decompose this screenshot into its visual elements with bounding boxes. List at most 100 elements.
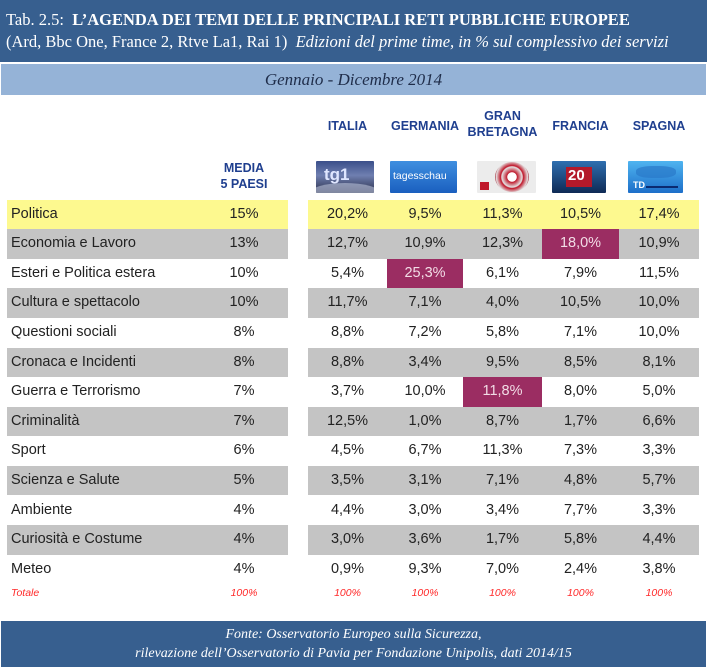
- topic-label: Ambiente: [11, 501, 73, 518]
- table-row: Politica 15% 20,2% 9,5% 11,3% 10,5% 17,4%: [0, 199, 707, 230]
- country-value: 0,9%: [330, 560, 365, 577]
- row-bg-left: [7, 525, 288, 555]
- country-value: 8,8%: [330, 353, 365, 370]
- table-ref: Tab. 2.5:: [6, 10, 64, 29]
- subtitle-text: Edizioni del prime time, in % sul comple…: [295, 32, 669, 51]
- country-value: 12,5%: [326, 412, 369, 429]
- country-value: 10,0%: [638, 294, 680, 311]
- media-value: 13%: [229, 235, 259, 252]
- country-value: 5,8%: [563, 531, 598, 548]
- telediario-logo-text: TD: [633, 180, 645, 190]
- france2-20h-logo: 20: [552, 161, 606, 193]
- media-value: 10%: [229, 264, 259, 281]
- topic-label: Scienza e Salute: [11, 471, 120, 488]
- media-value: 10%: [229, 294, 259, 311]
- country-value: 7,0%: [485, 560, 520, 577]
- media-value: 15%: [229, 205, 259, 222]
- title-band: Tab. 2.5: L’AGENDA DEI TEMI DELLE PRINCI…: [0, 0, 707, 62]
- country-value: 4,0%: [485, 294, 520, 311]
- total-media: 100%: [230, 587, 258, 599]
- telediario-bar: [646, 186, 678, 188]
- country-value: 10,9%: [638, 235, 680, 252]
- topic-label: Economia e Lavoro: [11, 235, 136, 252]
- bbc-badge-icon: [480, 182, 489, 190]
- country-value: 1,7%: [485, 531, 520, 548]
- table-row: Sport 6% 4,5% 6,7% 11,3% 7,3% 3,3%: [0, 436, 707, 466]
- country-value: 9,3%: [408, 560, 442, 577]
- total-label: Totale: [11, 587, 40, 599]
- country-value: 3,6%: [408, 531, 442, 548]
- row-bg-left: [7, 347, 288, 378]
- header-spagna: SPAGNA: [619, 118, 699, 134]
- country-value: 2,4%: [563, 560, 598, 577]
- country-value: 6,1%: [485, 264, 520, 281]
- country-value: 7,1%: [408, 294, 442, 311]
- country-value: 11,7%: [327, 294, 368, 311]
- row-bg-right: [308, 229, 699, 259]
- country-value: 25,3%: [387, 258, 463, 289]
- country-value: 17,4%: [638, 205, 680, 222]
- table-row: Criminalità 7% 12,5% 1,0% 8,7% 1,7% 6,6%: [0, 406, 707, 437]
- total-value: 100%: [411, 587, 439, 599]
- row-bg-left: [7, 465, 288, 496]
- country-value: 8,5%: [563, 353, 598, 370]
- total-value: 100%: [567, 587, 594, 599]
- country-value: 4,4%: [642, 531, 676, 548]
- country-value: 11,3%: [482, 442, 523, 459]
- country-value: 5,0%: [642, 383, 676, 400]
- country-value: 8,7%: [485, 412, 520, 429]
- country-value: 11,5%: [638, 264, 680, 281]
- header-francia: FRANCIA: [542, 118, 619, 134]
- media-value: 4%: [233, 560, 255, 577]
- bbc-globe-icon: [495, 162, 529, 192]
- header-spagna-label: SPAGNA: [632, 119, 686, 133]
- header-italia-label: ITALIA: [327, 119, 368, 133]
- country-value: 5,8%: [485, 323, 520, 340]
- france2-badge-icon: [566, 167, 592, 187]
- country-value: 3,5%: [330, 471, 365, 488]
- row-bg-right: [308, 199, 699, 230]
- source-footer: Fonte: Osservatorio Europeo sulla Sicure…: [1, 621, 706, 667]
- country-value: 5,7%: [642, 471, 676, 488]
- country-value: 3,4%: [485, 501, 520, 518]
- country-value: 3,3%: [642, 442, 676, 459]
- media-value: 7%: [233, 383, 255, 400]
- globe-arc-icon: [316, 183, 374, 193]
- table-row: Scienza e Salute 5% 3,5% 3,1% 7,1% 4,8% 5,7%: [0, 465, 707, 496]
- country-value: 7,3%: [563, 442, 598, 459]
- period-label: Gennaio - Dicembre 2014: [264, 70, 443, 89]
- media-value: 8%: [233, 353, 255, 370]
- header-media-line1: MEDIA: [223, 161, 265, 175]
- country-value: 3,0%: [330, 531, 365, 548]
- topic-label: Criminalità: [11, 412, 80, 429]
- country-value: 7,9%: [563, 264, 598, 281]
- country-value: 7,1%: [563, 323, 598, 340]
- country-value: 5,4%: [330, 264, 365, 281]
- country-value: 4,4%: [330, 501, 365, 518]
- world-map-icon: [636, 166, 676, 178]
- total-row: Totale 100% 100% 100% 100% 100% 100%: [0, 583, 707, 603]
- country-value: 10,5%: [559, 205, 602, 222]
- table-subtitle: (Ard, Bbc One, France 2, Rtve La1, Rai 1…: [6, 32, 669, 52]
- row-bg-right: [308, 525, 699, 555]
- header-gran-bretagna-line1: GRAN: [484, 109, 521, 123]
- country-value: 11,8%: [463, 377, 542, 407]
- tagesschau-logo: tagesschau: [390, 161, 457, 193]
- media-value: 5%: [233, 471, 255, 488]
- row-bg-left: [7, 199, 288, 230]
- tagesschau-logo-text: tagesschau: [393, 170, 447, 182]
- bbc-news-logo: [477, 161, 536, 193]
- media-value: 7%: [233, 412, 255, 429]
- topic-label: Sport: [11, 442, 46, 459]
- total-value: 100%: [489, 587, 516, 599]
- country-value: 9,5%: [408, 205, 442, 222]
- table-row: Economia e Lavoro 13% 12,7% 10,9% 12,3% 18,0%…: [0, 229, 707, 259]
- topic-label: Esteri e Politica estera: [11, 264, 156, 281]
- topic-label: Curiosità e Costume: [11, 531, 143, 548]
- country-value: 10,0%: [404, 383, 446, 400]
- country-value: 10,9%: [404, 235, 446, 252]
- total-value: 100%: [645, 587, 673, 599]
- header-francia-label: FRANCIA: [552, 119, 609, 133]
- topic-label: Cultura e spettacolo: [11, 294, 140, 311]
- france2-logo-text: 20: [568, 167, 585, 184]
